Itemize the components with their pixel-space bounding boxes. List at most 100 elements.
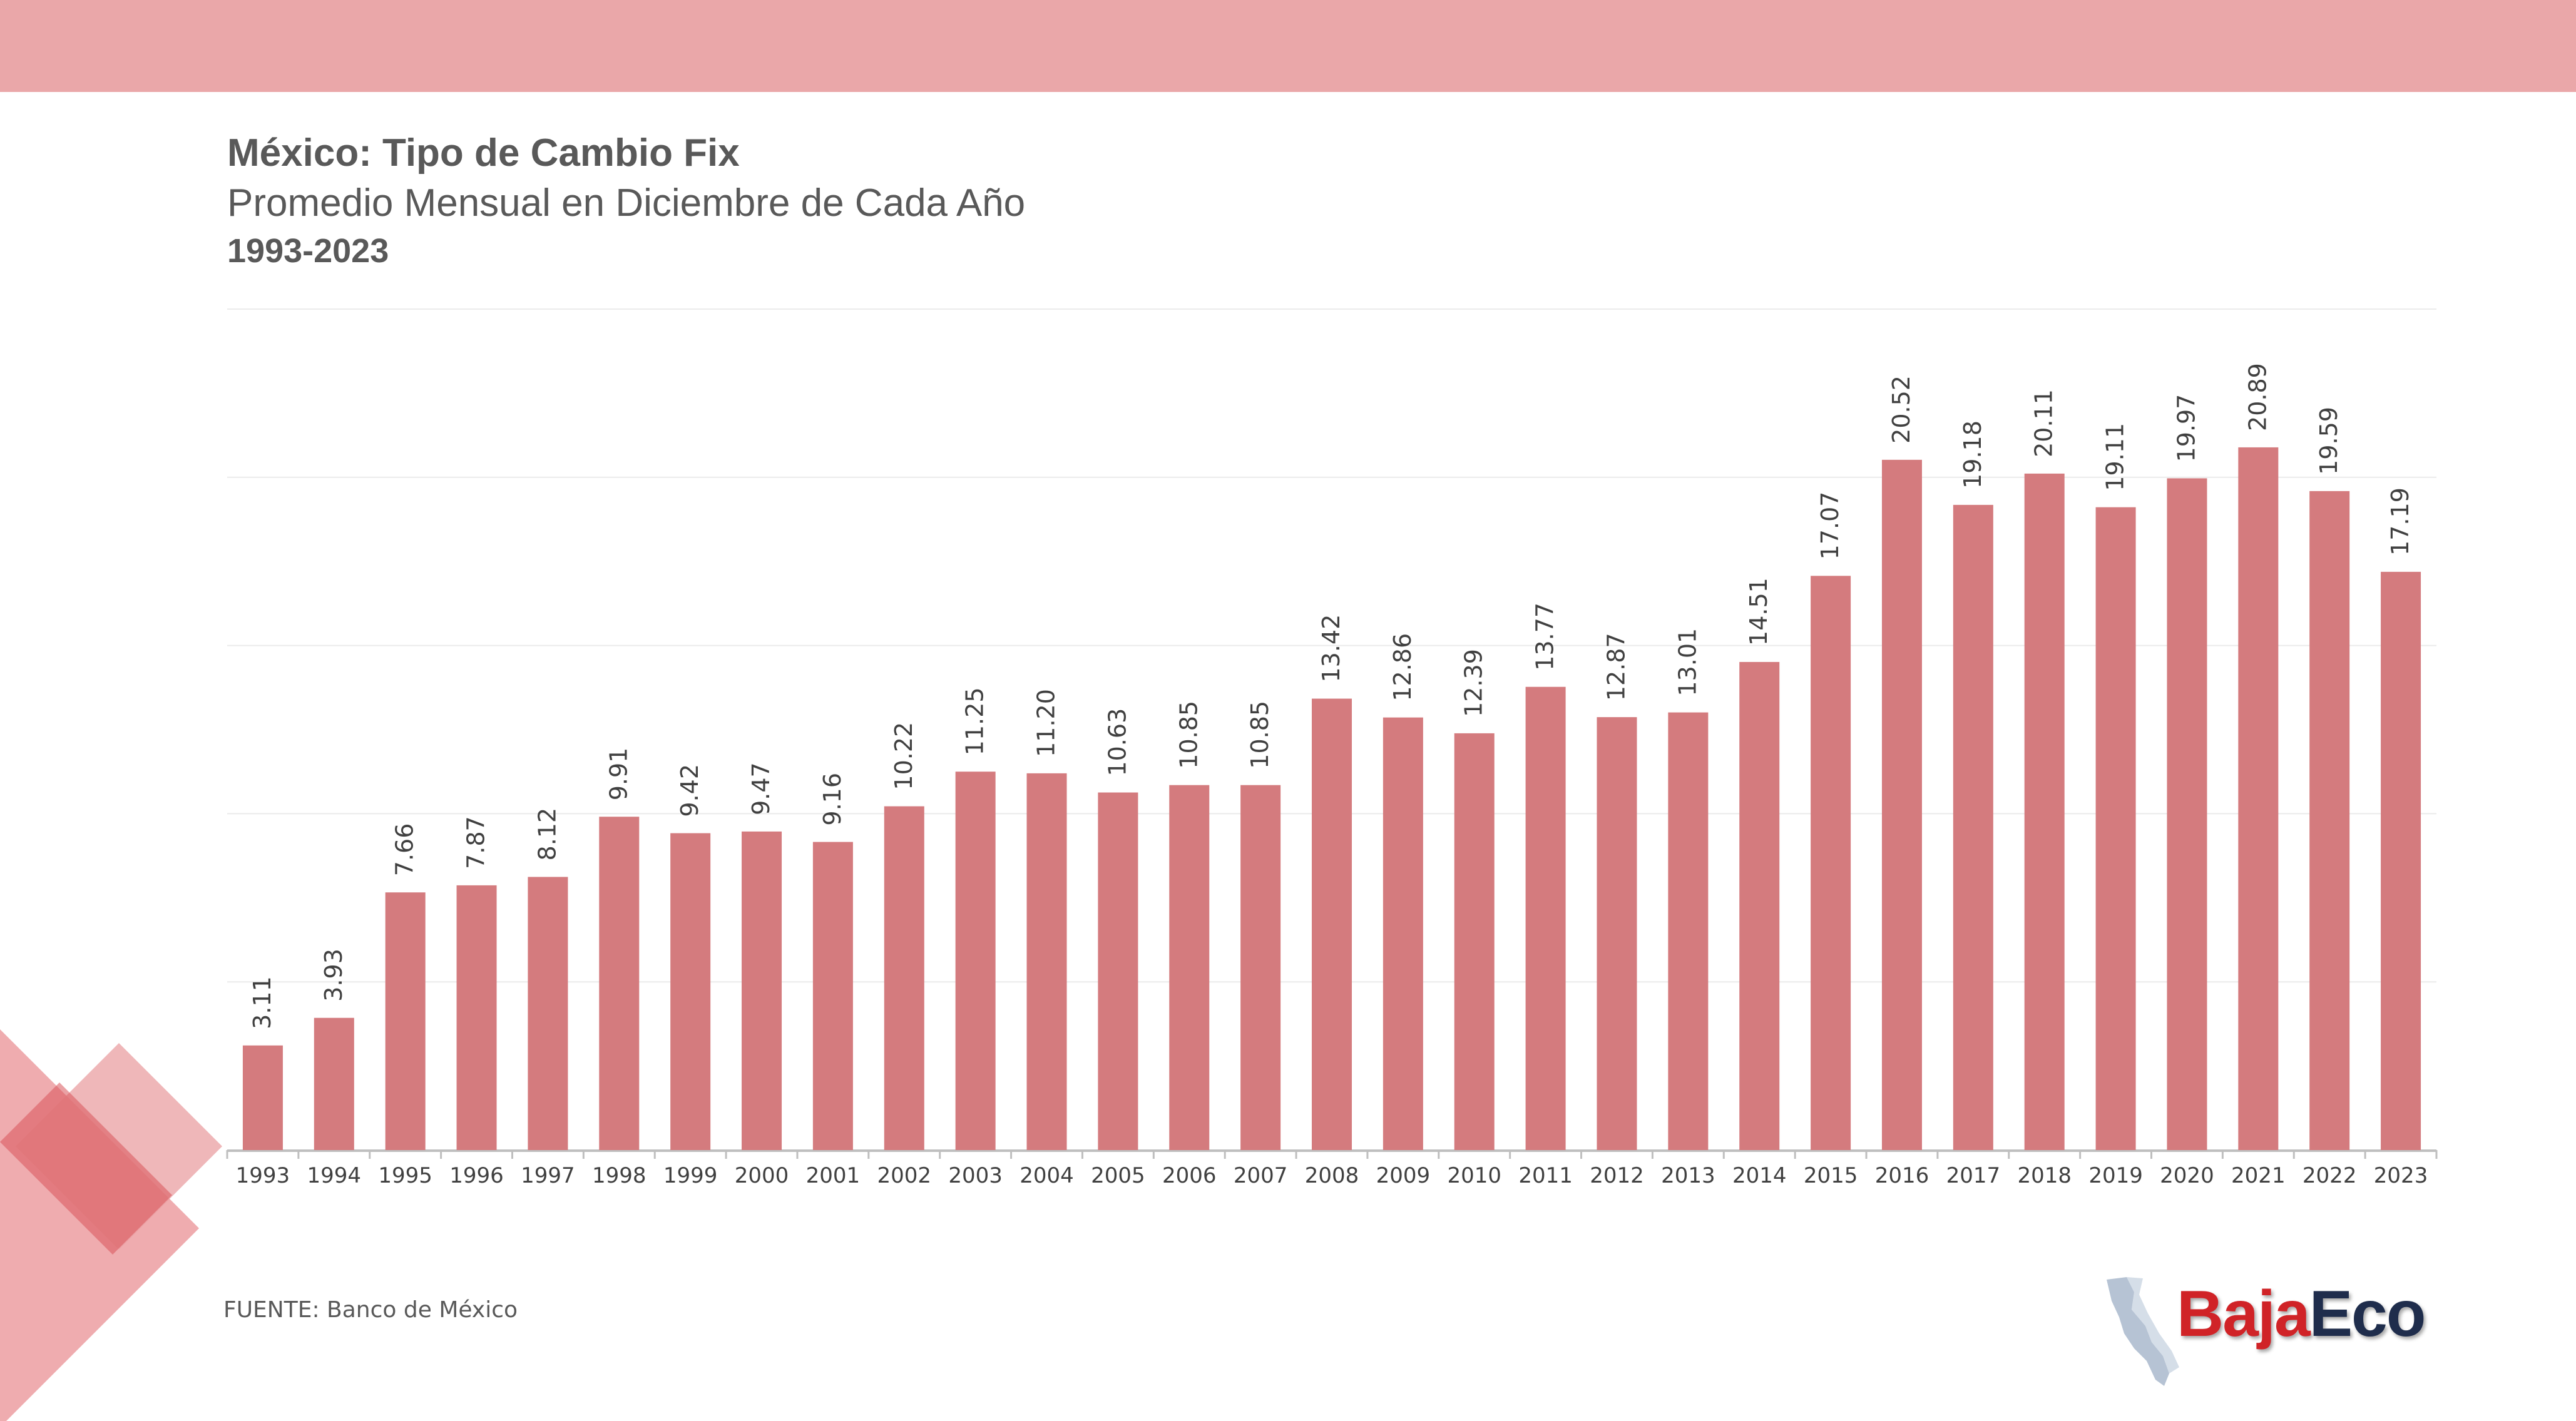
bar-2019 [2095, 507, 2136, 1150]
data-label-2017: 19.18 [1959, 420, 1986, 489]
data-label-2012: 12.87 [1602, 633, 1630, 701]
bar-1996 [456, 885, 497, 1150]
x-tick-label-1995: 1995 [378, 1163, 432, 1188]
x-tick-label-2015: 2015 [1804, 1163, 1858, 1188]
data-label-2004: 11.20 [1033, 689, 1060, 757]
logo-text-eco: Eco [2309, 1278, 2426, 1350]
bar-2023 [2381, 571, 2421, 1150]
data-label-2018: 20.11 [2030, 389, 2058, 457]
x-tick-label-2004: 2004 [1020, 1163, 1074, 1188]
data-label-2022: 19.59 [2315, 407, 2343, 475]
logo-text-baja: Baja [2177, 1278, 2311, 1350]
x-tick-label-2009: 2009 [1376, 1163, 1431, 1188]
x-tick-label-1996: 1996 [449, 1163, 504, 1188]
chart-titles: México: Tipo de Cambio Fix Promedio Mens… [227, 128, 1025, 273]
decorative-diamonds [0, 1029, 222, 1421]
data-label-2023: 17.19 [2386, 487, 2414, 556]
bar-1997 [528, 877, 568, 1150]
data-label-2002: 10.22 [890, 722, 917, 790]
x-tick-label-2021: 2021 [2231, 1163, 2286, 1188]
x-tick-label-1998: 1998 [592, 1163, 647, 1188]
x-tick-labels: 1993 1994 1995 1996 1997 1998 1999 2000 2001 2002… [236, 1163, 2428, 1188]
bar-1993 [242, 1045, 283, 1150]
bar-2021 [2238, 447, 2279, 1150]
bar-2006 [1169, 785, 1210, 1150]
data-label-2020: 19.97 [2172, 394, 2200, 462]
bajaeco-logo: BajaEco [2102, 1273, 2452, 1392]
data-label-2019: 19.11 [2102, 423, 2129, 491]
data-label-2009: 12.86 [1389, 633, 1416, 701]
bar-2008 [1312, 698, 1352, 1150]
x-tick-label-2002: 2002 [877, 1163, 932, 1188]
data-label-1995: 7.66 [391, 823, 419, 877]
bar-2012 [1597, 717, 1637, 1150]
bar-1995 [385, 892, 426, 1150]
bar-2013 [1668, 712, 1709, 1150]
bar-2017 [1953, 504, 1993, 1150]
chart-subtitle: Promedio Mensual en Diciembre de Cada Añ… [227, 181, 1026, 225]
data-label-2008: 13.42 [1317, 614, 1345, 683]
bar-2007 [1240, 785, 1281, 1150]
bar-2000 [742, 831, 782, 1150]
x-tick-label-2017: 2017 [1946, 1163, 2001, 1188]
data-label-2006: 10.85 [1175, 701, 1202, 769]
bar-2002 [884, 806, 924, 1150]
bar-2016 [1881, 459, 1922, 1151]
data-label-2011: 13.77 [1531, 603, 1559, 671]
x-tick-label-2001: 2001 [806, 1163, 861, 1188]
x-tick-label-1997: 1997 [521, 1163, 575, 1188]
bar-2010 [1454, 733, 1495, 1150]
bar-2015 [1811, 576, 1851, 1150]
bar-2018 [2024, 473, 2065, 1150]
x-tick-label-2012: 2012 [1590, 1163, 1644, 1188]
data-label-1999: 9.42 [676, 764, 703, 817]
x-tick-label-2023: 2023 [2374, 1163, 2428, 1188]
data-label-2000: 9.47 [747, 762, 775, 815]
bar-1999 [670, 833, 711, 1150]
header-band [0, 0, 2576, 92]
x-tick-label-2010: 2010 [1447, 1163, 1501, 1188]
chart-title: México: Tipo de Cambio Fix [227, 131, 740, 175]
logo-text: BajaEco [2177, 1277, 2426, 1352]
x-tick-label-2005: 2005 [1091, 1163, 1145, 1188]
data-label-2015: 17.07 [1816, 492, 1844, 560]
baja-california-map-icon [2107, 1277, 2179, 1386]
bar-2009 [1383, 717, 1423, 1150]
data-label-1994: 3.93 [320, 949, 347, 1002]
bar-2020 [2167, 478, 2207, 1150]
bar-2004 [1026, 773, 1067, 1150]
bar-2014 [1739, 661, 1780, 1150]
x-tick-label-2016: 2016 [1875, 1163, 1929, 1188]
data-label-1997: 8.12 [533, 808, 561, 861]
bar-2003 [955, 772, 996, 1150]
x-tick-label-2018: 2018 [2017, 1163, 2072, 1188]
x-tick-label-1993: 1993 [236, 1163, 290, 1188]
data-label-1998: 9.91 [605, 748, 632, 801]
data-label-2001: 9.16 [819, 773, 846, 826]
x-tick-label-2006: 2006 [1162, 1163, 1217, 1188]
x-tick-label-2008: 2008 [1305, 1163, 1359, 1188]
source-note: FUENTE: Banco de México [223, 1297, 518, 1323]
x-tick-label-2011: 2011 [1518, 1163, 1573, 1188]
x-tick-label-2014: 2014 [1732, 1163, 1787, 1188]
data-label-1996: 7.87 [463, 816, 490, 869]
data-label-2013: 13.01 [1674, 628, 1701, 696]
x-tick-label-2019: 2019 [2088, 1163, 2143, 1188]
bar-2001 [812, 842, 853, 1150]
x-tick-label-1994: 1994 [307, 1163, 362, 1188]
data-label-2005: 10.63 [1103, 708, 1131, 777]
bar-1998 [599, 817, 640, 1150]
x-tick-label-2022: 2022 [2303, 1163, 2357, 1188]
bars [242, 447, 2421, 1151]
data-label-2010: 12.39 [1460, 649, 1488, 717]
data-labels: 3.11 3.93 7.66 7.87 8.12 9.91 9.42 9.47 9.16 10.2… [248, 363, 2414, 1029]
data-label-2016: 20.52 [1888, 375, 1915, 444]
x-tick-label-2003: 2003 [948, 1163, 1003, 1188]
x-tick-label-2013: 2013 [1661, 1163, 1715, 1188]
x-tick-label-2020: 2020 [2160, 1163, 2214, 1188]
bar-1994 [314, 1017, 354, 1150]
x-tick-label-1999: 1999 [663, 1163, 718, 1188]
bar-2011 [1525, 686, 1566, 1150]
data-label-2007: 10.85 [1246, 701, 1274, 769]
